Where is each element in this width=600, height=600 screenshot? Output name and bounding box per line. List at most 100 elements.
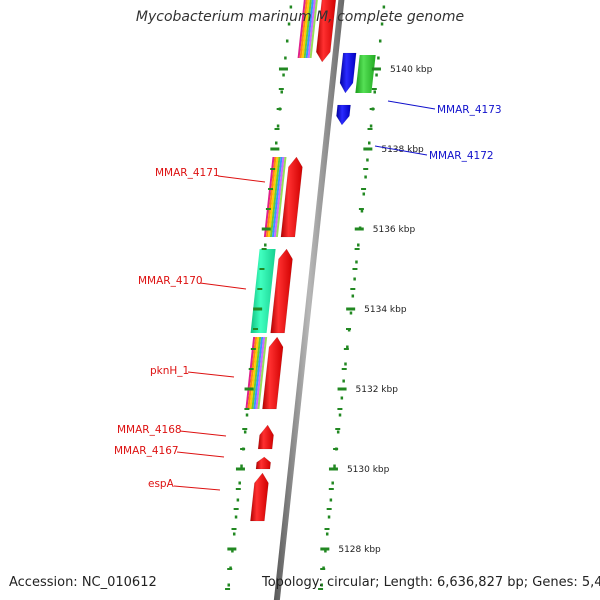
gene-label[interactable]: MMAR_4168	[117, 424, 182, 436]
minor-tick	[276, 108, 282, 110]
track-dot	[366, 158, 369, 162]
gene-MMAR_4172[interactable]	[336, 104, 351, 126]
tick-label: 5138 kbp	[381, 145, 424, 155]
track-dot	[287, 22, 291, 26]
gene-arrow	[336, 104, 351, 126]
tick-label: 5136 kbp	[373, 225, 416, 235]
minor-tick	[361, 188, 367, 190]
minor-tick	[270, 168, 276, 170]
tick-mark-right	[363, 147, 373, 151]
track-dot	[353, 277, 356, 281]
gene-arrow	[270, 248, 293, 334]
track-dot	[238, 481, 241, 485]
gene-MMAR_4167[interactable]	[255, 456, 271, 470]
track-dot	[368, 141, 371, 145]
minor-tick	[231, 528, 237, 530]
track-dot	[360, 209, 364, 213]
tick-mark-right	[337, 387, 347, 391]
gene-labels: MMAR_4173 MMAR_4172 MMAR_4171 MMAR_4170 pknH…	[114, 100, 502, 491]
gene-label[interactable]: MMAR_4172	[429, 150, 494, 162]
tick-label: 5134 kbp	[364, 305, 407, 315]
gene-features	[245, 0, 376, 522]
tick-mark-right	[354, 227, 364, 231]
label-leader-line	[187, 371, 235, 378]
minor-tick	[341, 368, 347, 370]
track-dot	[382, 5, 386, 9]
accession-text: Accession: NC_010612	[9, 575, 157, 590]
gene-arrow	[255, 456, 271, 470]
tick-mark-left	[227, 547, 237, 551]
track-dot	[324, 549, 327, 553]
track-dot	[325, 532, 329, 536]
track-dot	[329, 498, 333, 502]
gene-label[interactable]: MMAR_4171	[155, 167, 220, 179]
topology-text: Topology: circular; Length: 6,636,827 bp…	[262, 575, 600, 590]
track-dot	[289, 5, 293, 9]
gene-cog-stripe	[245, 337, 268, 409]
track-dot	[285, 39, 289, 43]
tick-label: 5128 kbp	[338, 545, 381, 555]
track-dot	[331, 481, 334, 485]
track-dot	[232, 532, 236, 536]
minor-tick	[324, 528, 330, 530]
minor-tick	[354, 248, 360, 250]
gene-MMAR_4170[interactable]	[250, 248, 293, 334]
gene-arrow	[250, 472, 269, 522]
gene-label[interactable]: pknH_1	[150, 365, 189, 377]
track-dot	[375, 73, 378, 77]
minor-tick	[358, 208, 364, 210]
track-dot	[355, 260, 358, 264]
gene-label[interactable]: espA	[148, 478, 175, 490]
track-dot	[380, 22, 384, 26]
track-dot	[236, 498, 240, 502]
gene-label[interactable]: MMAR_4173	[437, 104, 502, 116]
minor-tick	[333, 448, 339, 450]
gene-label[interactable]: MMAR_4170	[138, 275, 203, 287]
backbone-line	[273, 0, 345, 600]
tick-mark-left	[261, 227, 271, 231]
track-dot	[282, 73, 285, 77]
label-leader-line	[199, 282, 247, 290]
minor-tick	[250, 348, 256, 350]
track-dot	[357, 243, 360, 247]
minor-tick	[350, 288, 356, 290]
track-dot	[340, 396, 344, 400]
tick-mark-left	[270, 147, 280, 151]
gene-espA[interactable]	[250, 472, 269, 522]
track-dot	[245, 413, 249, 417]
gene-MMAR_4168[interactable]	[257, 424, 274, 450]
axis-ticks: 5140 kbp 5138 kbp 5136 kbp 5134 kbp 5132 kbp…	[225, 65, 433, 590]
gene-MMAR_4173[interactable]	[339, 52, 376, 94]
label-leader-line	[173, 485, 221, 491]
track-dot	[264, 243, 267, 247]
track-dot	[333, 464, 336, 468]
minor-tick	[352, 268, 358, 270]
track-dot	[362, 192, 366, 196]
minor-tick	[227, 568, 233, 570]
gene-cog-stripe	[263, 157, 287, 237]
minor-tick	[343, 348, 349, 350]
tick-mark-left	[244, 387, 254, 391]
minor-tick	[274, 128, 280, 130]
track-dot	[338, 413, 342, 417]
gene-arrow	[280, 156, 303, 238]
track-dot	[234, 515, 238, 519]
minor-tick	[242, 428, 248, 430]
tick-mark-left	[253, 307, 263, 311]
gene-pknH_1[interactable]	[245, 336, 284, 410]
tick-label: 5130 kbp	[347, 465, 390, 475]
label-leader-line	[217, 175, 266, 183]
gene-label[interactable]: MMAR_4167	[114, 445, 179, 457]
label-leader-line	[387, 100, 436, 110]
track-dot	[280, 90, 283, 94]
gene-MMAR_4171[interactable]	[263, 156, 303, 238]
tick-mark-right	[346, 307, 356, 311]
track-dot	[344, 362, 347, 366]
tick-mark-right	[320, 547, 330, 551]
track-dot	[284, 56, 287, 60]
track-dot	[243, 430, 247, 434]
minor-tick	[225, 588, 231, 590]
minor-tick	[240, 448, 246, 450]
